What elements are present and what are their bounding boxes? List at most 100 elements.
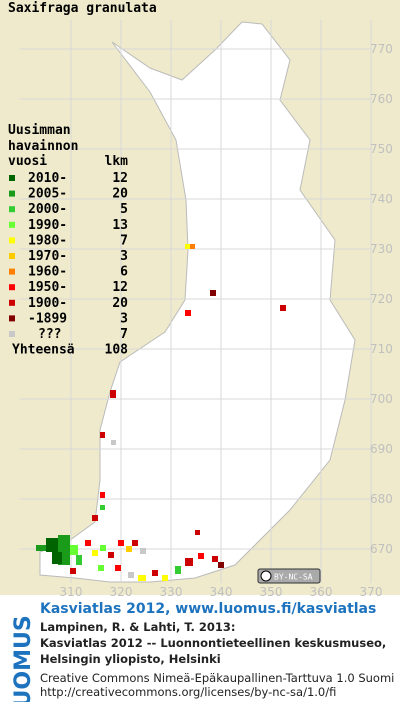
legend-swatch (9, 284, 15, 291)
x-grid-label: 340 (210, 585, 233, 599)
square (85, 540, 91, 546)
legend-swatch (9, 315, 15, 322)
y-grid-label: 670 (370, 542, 393, 556)
legend-label: 2005- (28, 187, 67, 202)
legend-label: 1990- (28, 218, 67, 233)
legend-swatch (9, 253, 15, 259)
square (175, 566, 181, 574)
y-grid-label: 730 (370, 242, 393, 256)
legend-label: 1950- (28, 280, 67, 295)
legend-label: 2010- (28, 171, 67, 186)
license-badge: BY-NC-SA (257, 568, 321, 584)
square (218, 562, 224, 568)
legend-label: ??? (38, 327, 61, 342)
square (212, 556, 218, 562)
finland-outline (39, 21, 356, 583)
square (76, 555, 82, 565)
square (195, 530, 200, 535)
square (118, 540, 124, 546)
legend-swatch (9, 206, 15, 213)
legend-label: 1900- (28, 296, 67, 311)
legend-count: 5 (120, 202, 128, 217)
citation-line: Lampinen, R. & Lahti, T. 2013: (40, 620, 235, 634)
x-grid-label: 330 (160, 585, 183, 599)
square (132, 540, 138, 546)
badge-text: BY-NC-SA (274, 573, 313, 582)
species-title: Saxifraga granulata (8, 1, 157, 16)
legend-count: 3 (120, 311, 128, 326)
y-grid-label: 690 (370, 442, 393, 456)
cc-icon (260, 570, 272, 582)
square (138, 575, 146, 581)
y-grid-label: 700 (370, 392, 393, 406)
legend-total: 108 (105, 343, 129, 358)
square (36, 545, 46, 551)
square (46, 538, 58, 552)
legend-swatch (9, 175, 15, 181)
legend-label: -1899 (28, 311, 67, 326)
occurrence-squares (36, 244, 286, 581)
citation-line: Helsingin yliopisto, Helsinki (40, 652, 221, 666)
square (126, 546, 132, 552)
legend-count: 7 (120, 327, 128, 342)
legend-count: 7 (120, 233, 128, 248)
y-grid-label: 710 (370, 342, 393, 356)
square (100, 432, 105, 438)
square (100, 505, 105, 510)
square (110, 390, 116, 398)
legend-header: havainnon (8, 139, 78, 154)
square (92, 515, 98, 521)
square (115, 565, 121, 571)
y-grid-label: 680 (370, 492, 393, 506)
square (152, 570, 158, 576)
square (185, 244, 190, 249)
square (210, 290, 216, 296)
y-grid-label: 720 (370, 292, 393, 306)
x-grid-label: 310 (60, 585, 83, 599)
square (280, 305, 286, 311)
x-grid-label: 320 (110, 585, 133, 599)
square (100, 545, 106, 551)
square (198, 553, 204, 559)
y-grid-label: 740 (370, 192, 393, 206)
legend-count: 12 (112, 280, 128, 295)
x-grid-label: 370 (360, 585, 383, 599)
citation-line: Kasviatlas 2012 -- Luonnontieteellinen k… (40, 636, 386, 650)
legend-header: lkm (105, 154, 129, 169)
legend-header: Uusimman (8, 123, 71, 138)
y-grid-label: 760 (370, 92, 393, 106)
square (70, 568, 76, 574)
legend-count: 12 (112, 171, 128, 186)
logo: LUOMUS (11, 615, 36, 702)
legend-swatch (9, 190, 15, 197)
square (111, 440, 116, 445)
square (185, 310, 191, 316)
license-line[interactable]: http://creativecommons.org/licenses/by-n… (40, 685, 336, 699)
square (140, 548, 146, 554)
legend-label: 1960- (28, 265, 67, 280)
legend-label: 1970- (28, 249, 67, 264)
legend-swatch (9, 331, 15, 337)
legend-count: 13 (112, 218, 128, 233)
y-grid-label: 750 (370, 142, 393, 156)
square (185, 558, 193, 566)
footer-link[interactable]: Kasviatlas 2012, www.luomus.fi/kasviatla… (40, 601, 376, 617)
legend-label: 1980- (28, 233, 67, 248)
legend-count: 20 (112, 187, 128, 202)
square (128, 572, 134, 578)
badge-box (257, 568, 321, 584)
legend-count: 6 (120, 265, 128, 280)
x-grid-label: 360 (310, 585, 333, 599)
legend-swatch (9, 221, 15, 228)
square (70, 545, 78, 555)
square (52, 552, 62, 564)
square (100, 492, 105, 498)
legend-count: 3 (120, 249, 128, 264)
square (162, 575, 168, 581)
square (108, 552, 114, 558)
x-grid-label: 350 (260, 585, 283, 599)
square (98, 565, 104, 571)
y-grid-label: 770 (370, 42, 393, 56)
legend-total-label: Yhteensä (12, 343, 75, 358)
